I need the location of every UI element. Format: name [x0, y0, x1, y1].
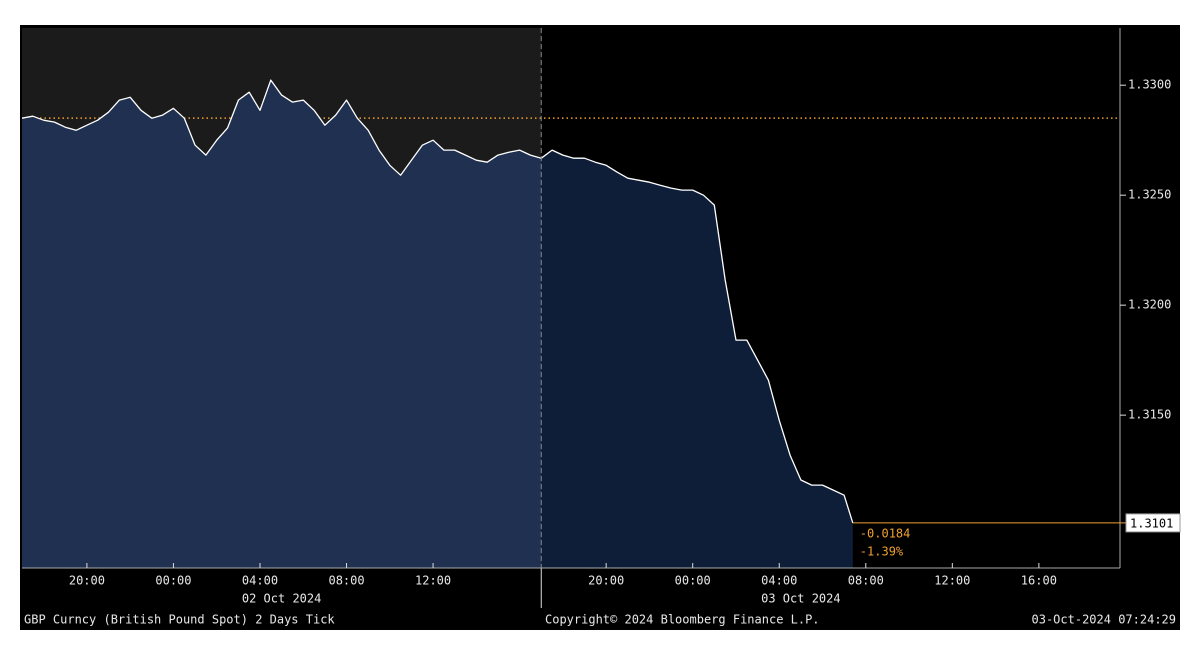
footer-timestamp: 03-Oct-2024 07:24:29: [1032, 613, 1177, 627]
y-tick-label: 1.3250: [1128, 188, 1171, 202]
footer-copyright: Copyright© 2024 Bloomberg Finance L.P.: [545, 613, 820, 627]
y-tick-label: 1.3200: [1128, 298, 1171, 312]
x-tick-label: 04:00: [242, 574, 278, 588]
change-pct-label: -1.39%: [860, 544, 904, 558]
last-value-box: [1125, 513, 1181, 533]
date-label: 03 Oct 2024: [761, 592, 840, 606]
y-tick-label: 1.3150: [1128, 408, 1171, 422]
area-fill: [22, 80, 853, 568]
x-tick-label: 08:00: [328, 574, 364, 588]
x-tick-label: 08:00: [848, 574, 884, 588]
footer-security: GBP Curncy (British Pound Spot) 2 Days T…: [24, 613, 335, 627]
x-tick-label: 00:00: [155, 574, 191, 588]
last-value-label: 1.3101: [1130, 516, 1173, 530]
x-tick-label: 16:00: [1021, 574, 1057, 588]
x-tick-label: 00:00: [675, 574, 711, 588]
y-tick-label: 1.3300: [1128, 78, 1171, 92]
x-tick-label: 04:00: [761, 574, 797, 588]
x-tick-label: 12:00: [934, 574, 970, 588]
x-tick-label: 20:00: [588, 574, 624, 588]
price-line: [21, 79, 854, 524]
change-label: -0.0184: [860, 526, 911, 540]
x-tick-label: 20:00: [69, 574, 105, 588]
date-label: 02 Oct 2024: [242, 592, 321, 606]
x-tick-label: 12:00: [415, 574, 451, 588]
